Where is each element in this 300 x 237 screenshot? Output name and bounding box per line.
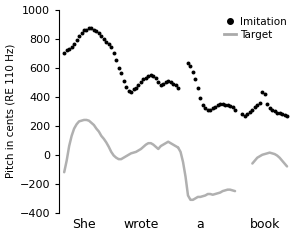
- Point: [101, 37, 106, 41]
- Point: [250, 108, 255, 112]
- Point: [260, 91, 265, 94]
- Point: [82, 28, 86, 32]
- Point: [186, 61, 190, 65]
- Point: [280, 112, 284, 116]
- Point: [106, 42, 111, 46]
- Point: [196, 86, 200, 90]
- Point: [262, 92, 267, 96]
- Point: [245, 112, 250, 116]
- Point: [72, 42, 76, 46]
- Point: [218, 102, 223, 106]
- Point: [69, 46, 74, 49]
- Point: [270, 108, 274, 112]
- Point: [153, 76, 158, 80]
- Point: [190, 70, 195, 74]
- Point: [173, 83, 178, 87]
- Point: [230, 105, 235, 109]
- Point: [265, 102, 270, 106]
- Point: [282, 113, 287, 117]
- Point: [136, 83, 141, 87]
- Point: [97, 31, 101, 35]
- Point: [213, 105, 218, 109]
- Point: [119, 72, 124, 75]
- Point: [240, 112, 245, 116]
- Point: [242, 114, 247, 118]
- Point: [77, 34, 82, 38]
- Point: [257, 101, 262, 105]
- Point: [141, 77, 146, 81]
- Point: [275, 111, 280, 114]
- Point: [148, 73, 153, 77]
- Point: [131, 87, 136, 91]
- Point: [87, 27, 92, 30]
- Point: [104, 40, 109, 43]
- Point: [161, 82, 166, 86]
- Point: [277, 111, 282, 115]
- Point: [62, 51, 67, 55]
- Point: [89, 27, 94, 30]
- Point: [171, 82, 176, 86]
- Point: [74, 38, 79, 42]
- Point: [206, 108, 210, 112]
- Point: [92, 28, 96, 32]
- Point: [79, 31, 84, 35]
- Point: [156, 80, 161, 84]
- Point: [64, 48, 69, 52]
- Point: [248, 110, 252, 114]
- Point: [94, 29, 99, 33]
- Point: [232, 108, 237, 112]
- Point: [114, 59, 118, 62]
- Point: [99, 34, 104, 38]
- Point: [220, 102, 225, 106]
- Point: [116, 66, 121, 69]
- Point: [225, 104, 230, 107]
- Point: [223, 103, 227, 107]
- Point: [67, 47, 72, 51]
- Point: [151, 74, 156, 78]
- Point: [252, 105, 257, 109]
- Point: [111, 51, 116, 55]
- Point: [203, 106, 208, 110]
- Point: [158, 83, 163, 87]
- Point: [193, 77, 198, 81]
- Point: [146, 74, 151, 78]
- Point: [129, 91, 134, 94]
- Point: [255, 104, 260, 107]
- Point: [267, 106, 272, 110]
- Point: [84, 28, 89, 32]
- Point: [208, 108, 213, 112]
- Point: [285, 114, 290, 118]
- Point: [228, 104, 232, 108]
- Point: [124, 85, 128, 88]
- Point: [200, 104, 205, 107]
- Point: [215, 104, 220, 107]
- Point: [109, 46, 114, 49]
- Point: [272, 109, 277, 113]
- Point: [176, 86, 181, 90]
- Legend: Imitation, Target: Imitation, Target: [222, 15, 289, 42]
- Point: [126, 89, 131, 93]
- Point: [198, 96, 203, 100]
- Point: [139, 80, 143, 84]
- Point: [134, 86, 138, 90]
- Point: [143, 76, 148, 80]
- Y-axis label: Pitch in cents (RE 110 Hz): Pitch in cents (RE 110 Hz): [6, 44, 16, 178]
- Point: [163, 80, 168, 84]
- Point: [166, 79, 171, 83]
- Point: [210, 106, 215, 110]
- Point: [188, 64, 193, 68]
- Point: [121, 79, 126, 83]
- Point: [168, 80, 173, 84]
